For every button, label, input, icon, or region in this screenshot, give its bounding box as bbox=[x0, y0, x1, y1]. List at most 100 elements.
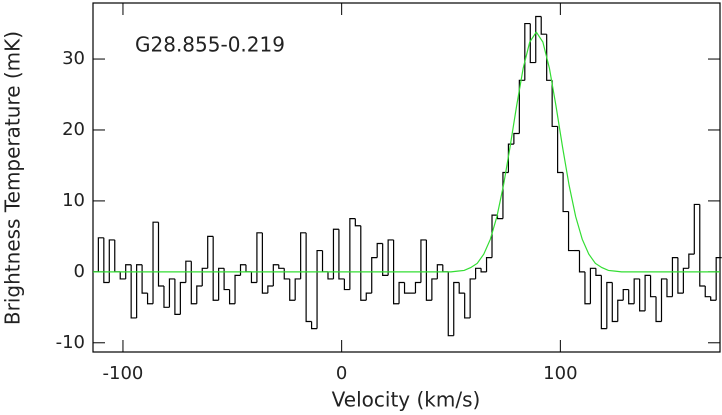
spectrum-channel bbox=[518, 79, 525, 134]
spectrum-channel bbox=[414, 281, 421, 294]
spectrum-channel bbox=[300, 232, 307, 279]
spectrum-channel bbox=[321, 250, 328, 273]
spectrum-channel bbox=[267, 285, 274, 294]
spectrum-channel bbox=[655, 296, 662, 323]
spectrum-channel bbox=[551, 80, 558, 128]
spectrum-channel bbox=[464, 293, 471, 319]
spectrum-channel bbox=[704, 286, 711, 298]
spectrum-channel bbox=[354, 218, 361, 227]
spectrum-channel bbox=[157, 222, 164, 287]
spectrum-channel bbox=[185, 260, 192, 283]
spectrum-channel bbox=[546, 34, 553, 81]
spectrum-channel bbox=[190, 261, 197, 305]
spectrum-channel bbox=[649, 275, 657, 298]
fit-line bbox=[93, 30, 720, 273]
x-tick-label: 0 bbox=[336, 363, 347, 384]
spectrum-channel bbox=[715, 257, 722, 301]
spectrum-channel bbox=[294, 278, 301, 301]
spectrum-channel bbox=[398, 281, 405, 304]
spectrum-channel bbox=[403, 282, 410, 294]
spectrum-channel bbox=[360, 225, 367, 301]
spectrum-channel bbox=[234, 274, 241, 304]
spectrum-channel bbox=[584, 271, 591, 305]
spectrum-channel bbox=[425, 239, 432, 301]
spectrum-channel bbox=[272, 264, 279, 287]
spectrum-channel bbox=[305, 232, 312, 323]
spectrum-channel bbox=[710, 296, 717, 301]
spectrum-channel bbox=[316, 249, 323, 329]
spectrum-channel bbox=[666, 278, 673, 298]
spectrum-channel bbox=[130, 264, 137, 319]
x-tick-label: 100 bbox=[543, 363, 577, 384]
spectrum-channel bbox=[371, 257, 378, 294]
spectrum-channel bbox=[485, 257, 493, 272]
spectrum-channel bbox=[595, 268, 602, 276]
spectrum-channel bbox=[278, 264, 285, 269]
spectrum-channel bbox=[442, 264, 449, 273]
spectrum-channel bbox=[688, 253, 695, 269]
spectrum-channel bbox=[179, 281, 186, 315]
spectrum-channel bbox=[671, 257, 678, 297]
y-axis-title: Brightness Temperature (mK) bbox=[1, 31, 25, 325]
spectrum-channel bbox=[535, 15, 542, 63]
spectrum-channel bbox=[289, 278, 296, 301]
spectrum-channel bbox=[332, 228, 339, 279]
spectrum-channel bbox=[644, 274, 651, 311]
spectrum-channel bbox=[250, 271, 257, 284]
spectrum-channel bbox=[502, 171, 509, 219]
spectrum-channel bbox=[660, 278, 667, 322]
spectrum-channel bbox=[496, 215, 503, 220]
spectrum-channel bbox=[600, 275, 607, 330]
spectrum-channel bbox=[152, 221, 159, 304]
spectrum-channel bbox=[628, 289, 635, 305]
spectrum-channel bbox=[617, 299, 624, 322]
spectrum-channel bbox=[239, 264, 246, 276]
plot-frame bbox=[92, 2, 721, 353]
spectrum-channel bbox=[606, 281, 613, 329]
spectrum-channel bbox=[207, 235, 214, 269]
spectrum-channel bbox=[256, 232, 263, 283]
spectrum-channel bbox=[562, 172, 569, 213]
x-tick-label: -100 bbox=[103, 363, 144, 384]
y-tick-label: 20 bbox=[62, 119, 85, 140]
spectrum-channel bbox=[693, 203, 700, 255]
spectrum-channel bbox=[218, 267, 225, 301]
spectrum-channel bbox=[699, 204, 706, 287]
spectrum-channel bbox=[392, 239, 400, 305]
spectrum-channel bbox=[436, 264, 443, 279]
spectrum-channel bbox=[136, 264, 143, 318]
spectrum-channel bbox=[376, 242, 383, 258]
spectrum-channel bbox=[431, 278, 438, 301]
spectrum-channel bbox=[223, 268, 230, 291]
spectrum-channel bbox=[578, 250, 585, 273]
spectrum-channel bbox=[125, 264, 132, 279]
spectrum-channel bbox=[480, 268, 487, 273]
spectrum-channel bbox=[453, 281, 460, 336]
spectrum-channel bbox=[682, 267, 689, 294]
spectrum-channel bbox=[114, 239, 121, 273]
spectrum-channel bbox=[387, 239, 394, 276]
spectrum-channel bbox=[283, 268, 290, 280]
spectrum-channel bbox=[447, 271, 454, 337]
spectrum-channel bbox=[567, 211, 575, 252]
spectrum-channel bbox=[327, 271, 334, 280]
spectrum-channel bbox=[163, 286, 170, 308]
y-tick-label: 0 bbox=[74, 261, 85, 282]
spectrum-channel bbox=[201, 267, 208, 287]
spectrum-channel bbox=[146, 293, 154, 305]
spectrum-channel bbox=[589, 267, 596, 304]
spectrum-channel bbox=[507, 143, 514, 173]
spectrum-channel bbox=[677, 257, 684, 294]
spectrum-channel bbox=[420, 239, 427, 283]
y-tick-label: 30 bbox=[62, 48, 85, 69]
spectrum-channel bbox=[611, 282, 618, 323]
spectrum-channel bbox=[141, 264, 148, 294]
spectrum-channel bbox=[622, 288, 629, 301]
spectrum-channel bbox=[174, 278, 181, 316]
spectrum-channel bbox=[469, 278, 476, 318]
spectrum-channel bbox=[212, 236, 219, 301]
spectrum-channel bbox=[365, 292, 372, 301]
annotation: G28.855-0.219 bbox=[135, 33, 285, 57]
spectrum-channel bbox=[245, 264, 252, 273]
